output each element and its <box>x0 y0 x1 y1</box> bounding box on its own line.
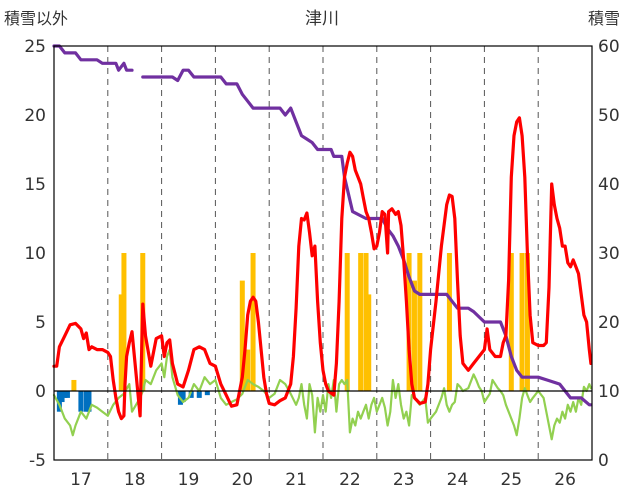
left-tick-label: -5 <box>29 451 46 471</box>
orange-bars-bar <box>363 253 369 391</box>
blue-bars-bar <box>180 391 186 403</box>
x-tick-label: 25 <box>500 470 522 490</box>
orange-bars-bar <box>358 253 364 391</box>
blue-bars-bar <box>83 391 89 412</box>
x-tick-label: 19 <box>178 470 200 490</box>
x-tick-label: 24 <box>447 470 469 490</box>
right-tick-label: 40 <box>598 175 620 195</box>
orange-bars-bar <box>242 349 248 391</box>
orange-bars-bar <box>366 294 372 391</box>
x-tick-label: 18 <box>124 470 146 490</box>
left-tick-label: 15 <box>24 175 46 195</box>
blue-bars-bar <box>78 391 84 412</box>
blue-bars-bar <box>56 391 62 412</box>
orange-bars-bar <box>245 349 251 391</box>
blue-bars-bar <box>64 391 70 398</box>
x-tick-label: 23 <box>393 470 415 490</box>
purple-line-series <box>52 44 134 72</box>
plot-border <box>53 45 593 461</box>
right-tick-label: 50 <box>598 106 620 126</box>
orange-bars-bar <box>508 253 514 391</box>
orange-bars-bar <box>239 280 245 391</box>
left-tick-label: 10 <box>24 244 46 264</box>
blue-bars-bar <box>196 391 202 398</box>
left-axis-ticks: -5 0 5 10 15 20 25 <box>24 37 46 471</box>
right-axis-ticks: 0 10 20 30 40 50 60 <box>598 37 620 471</box>
right-tick-label: 20 <box>598 313 620 333</box>
orange-bars-bar <box>121 253 127 391</box>
plot-frame <box>53 45 593 461</box>
blue-bars-bar <box>86 391 92 412</box>
blue-bars-bar <box>204 391 210 396</box>
x-tick-label: 20 <box>231 470 253 490</box>
orange-bars-bar <box>250 253 256 391</box>
orange-bars-bar <box>524 253 530 391</box>
right-tick-label: 60 <box>598 37 620 57</box>
blue-bars-bar <box>59 391 65 403</box>
x-tick-label: 17 <box>70 470 92 490</box>
chart-title: 津川 <box>305 9 339 29</box>
left-axis-label: 積雪以外 <box>4 9 68 28</box>
blue-bars-bar <box>188 391 194 398</box>
x-axis-ticks: 17 18 19 20 21 22 23 24 25 26 <box>70 470 576 490</box>
right-tick-label: 10 <box>598 382 620 402</box>
x-tick-label: 26 <box>554 470 576 490</box>
left-tick-label: 20 <box>24 106 46 126</box>
orange-bars-bar <box>344 253 350 391</box>
orange-bars-bar <box>411 280 417 391</box>
orange-bars-bar <box>446 253 452 391</box>
right-axis-label: 積雪 <box>588 9 620 28</box>
line-series <box>52 44 593 441</box>
orange-bars-bar <box>118 294 124 391</box>
left-tick-label: 5 <box>35 313 46 333</box>
blue-bars-bar <box>62 391 68 398</box>
right-tick-label: 30 <box>598 244 620 264</box>
red-line-series <box>52 116 593 421</box>
left-tick-label: 25 <box>24 37 46 57</box>
x-tick-label: 22 <box>339 470 361 490</box>
right-tick-label: 0 <box>598 451 609 471</box>
orange-bars-bar <box>417 253 423 391</box>
orange-bars-bar <box>71 379 77 391</box>
x-tick-label: 21 <box>285 470 307 490</box>
orange-bars-bar <box>519 253 525 391</box>
left-tick-label: 0 <box>35 382 46 402</box>
